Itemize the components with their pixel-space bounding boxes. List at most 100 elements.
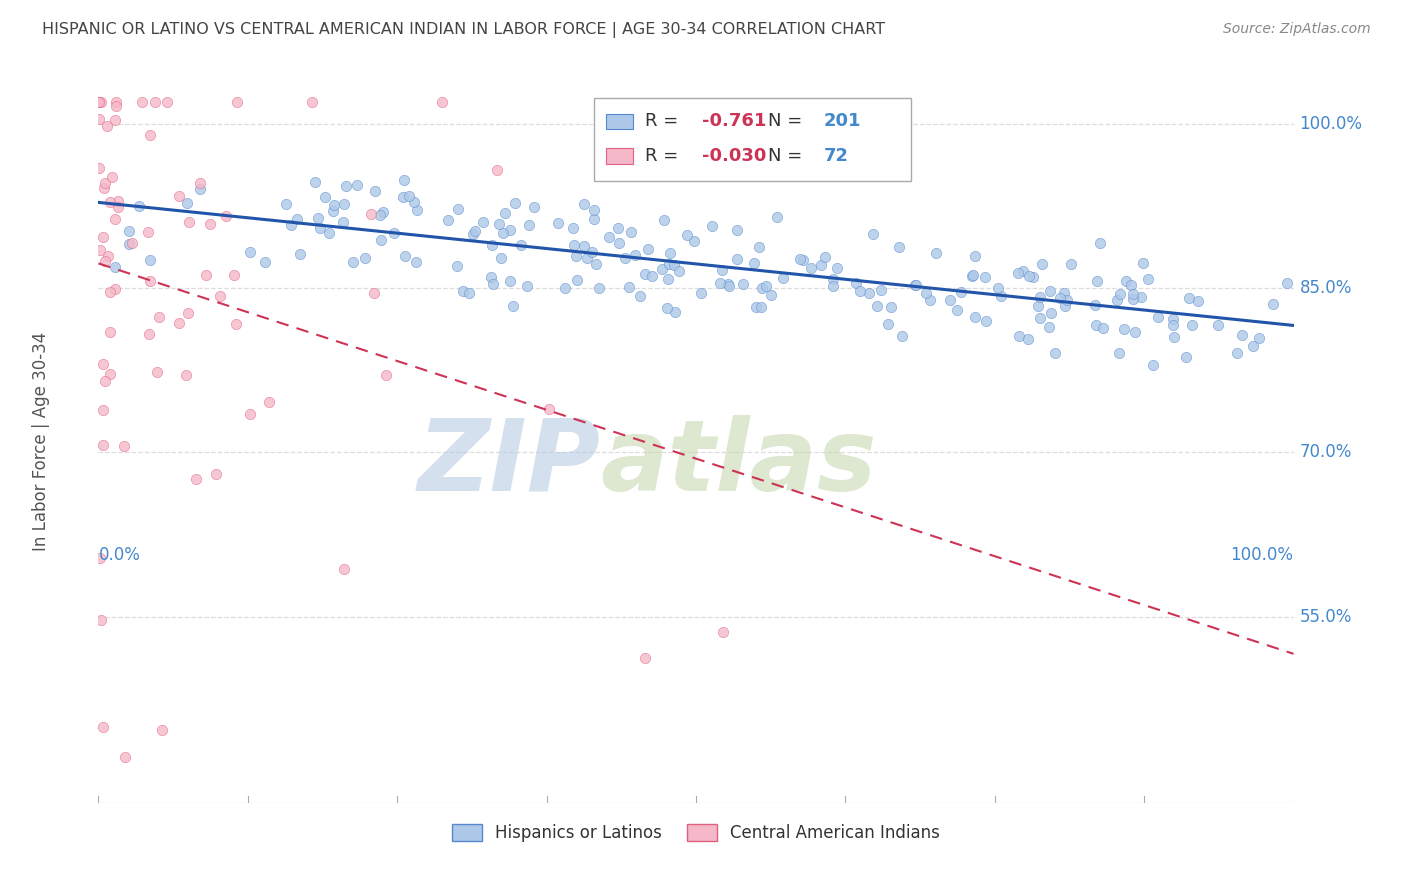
Point (156, 95, 179, 110)
Point (742, 256, 765, 270)
Point (274, 197, 297, 211)
Point (634, 268, 657, 282)
Point (607, 221, 630, 235)
Point (1178, 291, 1201, 305)
Point (690, 285, 713, 300)
Point (725, 223, 748, 237)
Point (651, 262, 673, 277)
Point (682, 234, 704, 248)
Point (547, 216, 569, 230)
Point (1121, 292, 1143, 306)
Point (90, 613, 112, 627)
Point (486, 162, 509, 177)
Point (862, 227, 884, 242)
Point (90, 95, 112, 110)
Point (585, 256, 607, 270)
Point (494, 206, 516, 220)
Point (333, 197, 356, 211)
Point (491, 227, 513, 241)
Point (1163, 330, 1185, 344)
Point (304, 175, 326, 189)
Text: In Labor Force | Age 30-34: In Labor Force | Age 30-34 (32, 332, 51, 551)
Point (458, 286, 481, 301)
Point (94, 374, 117, 388)
Text: HISPANIC OR LATINO VS CENTRAL AMERICAN INDIAN IN LABOR FORCE | AGE 30-34 CORRELA: HISPANIC OR LATINO VS CENTRAL AMERICAN I… (42, 22, 886, 38)
Point (446, 202, 468, 216)
Point (93, 181, 115, 195)
Point (190, 176, 212, 190)
Point (404, 195, 426, 210)
Point (1114, 322, 1136, 336)
Point (98, 367, 121, 381)
Point (479, 270, 502, 285)
Point (659, 246, 682, 260)
Point (91, 720, 114, 734)
Point (1109, 287, 1132, 301)
Point (332, 562, 354, 576)
Point (139, 128, 162, 143)
Point (1132, 255, 1154, 269)
Point (177, 215, 200, 229)
Point (1026, 299, 1049, 313)
Point (709, 276, 731, 290)
Point (772, 271, 794, 285)
Point (481, 238, 503, 252)
Text: 55.0%: 55.0% (1299, 607, 1353, 625)
Point (880, 300, 903, 314)
Point (1021, 270, 1043, 285)
Text: 201: 201 (824, 112, 862, 130)
Point (576, 251, 599, 265)
Point (574, 197, 596, 211)
FancyBboxPatch shape (595, 98, 911, 181)
Point (1053, 286, 1076, 301)
Point (96, 119, 118, 133)
Point (946, 302, 969, 317)
Point (1029, 290, 1052, 304)
Point (700, 219, 723, 234)
Point (668, 263, 690, 277)
Point (148, 310, 170, 324)
Point (307, 211, 329, 225)
Point (866, 299, 889, 313)
Point (725, 252, 748, 267)
Point (91, 357, 114, 371)
Point (392, 190, 415, 204)
Point (745, 300, 768, 314)
Point (138, 326, 160, 341)
Point (628, 289, 651, 303)
Point (749, 300, 772, 314)
Point (1161, 318, 1184, 332)
Point (1261, 297, 1284, 311)
Point (1085, 318, 1108, 333)
Point (1043, 346, 1066, 360)
Text: -0.761: -0.761 (702, 112, 766, 130)
Point (523, 200, 546, 214)
Point (239, 245, 262, 260)
Point (288, 246, 311, 260)
Point (405, 202, 427, 217)
Point (145, 365, 167, 379)
Point (374, 368, 396, 382)
Point (1180, 318, 1202, 333)
Point (950, 285, 973, 299)
Point (335, 179, 357, 194)
Point (1060, 257, 1083, 271)
Point (845, 276, 868, 290)
Point (150, 723, 173, 737)
Point (373, 205, 395, 219)
Point (392, 173, 415, 187)
Point (1161, 312, 1184, 326)
Point (1011, 264, 1033, 278)
Point (581, 245, 603, 260)
Point (562, 221, 585, 235)
Point (488, 217, 510, 231)
Point (136, 226, 159, 240)
Point (323, 198, 346, 212)
Point (751, 281, 773, 295)
Point (960, 268, 983, 283)
Point (87, 112, 110, 126)
Point (637, 242, 659, 256)
Point (572, 239, 595, 253)
Point (128, 199, 150, 213)
Point (254, 255, 277, 269)
